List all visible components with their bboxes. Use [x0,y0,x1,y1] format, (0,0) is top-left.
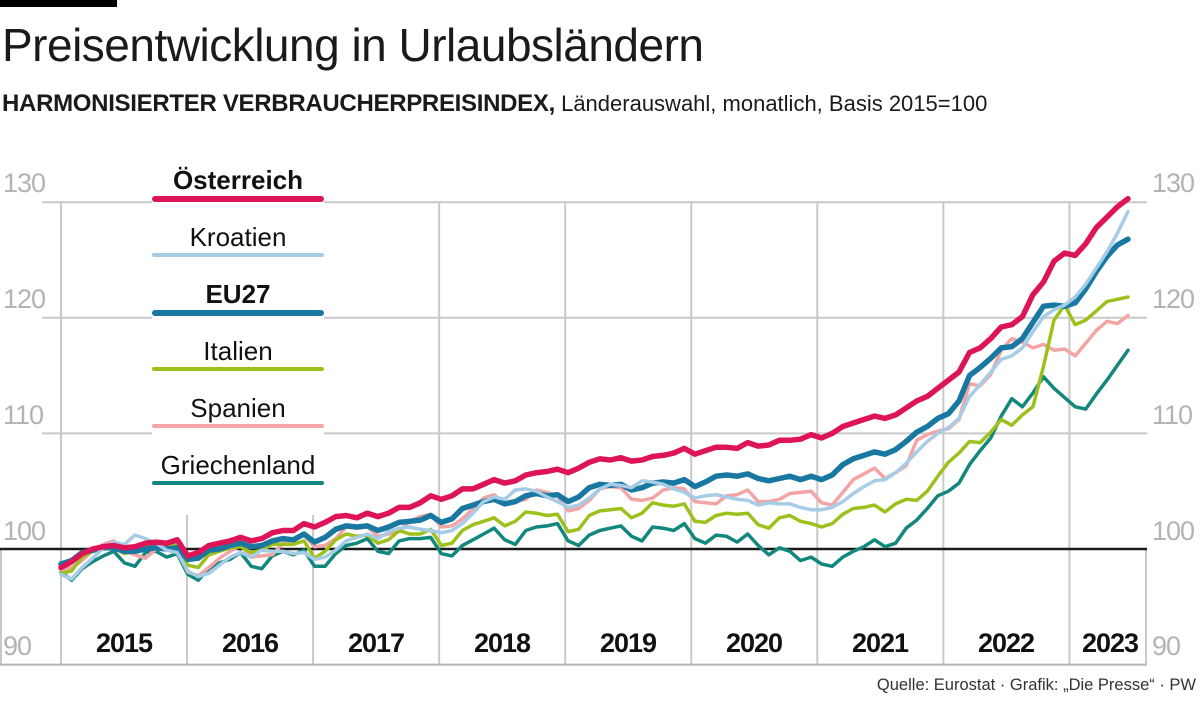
legend-item-spanien: Spanien [152,395,324,452]
legend-swatch-kroatien-line [152,253,324,257]
subtitle-bold: HARMONISIERTER VERBRAUCHERPREISINDEX, [2,90,555,117]
legend-label-eu27: EU27 [205,279,271,309]
x-label-2020: 2020 [725,628,783,658]
legend-swatch-eu27-line [152,310,324,316]
legend-item-eu27: EU27 [152,281,324,338]
page-title: Preisentwicklung in Urlaubsländern [2,19,704,71]
legend-swatch-spanien-line [152,424,324,428]
legend-item-oesterreich: Österreich [152,167,324,224]
legend-item-italien: Italien [152,338,324,395]
legend-swatch-griechenland-line [152,481,324,485]
legend: Österreich Kroatien EU27 Italien Spanien… [152,165,324,515]
x-label-2018: 2018 [473,628,531,658]
y-tick-right-120: 120 [1152,284,1195,314]
y-tick-left-120: 120 [3,284,46,314]
y-tick-right-110: 110 [1152,400,1193,430]
y-tick-right-100: 100 [1152,516,1195,546]
y-tick-right-90: 90 [1152,631,1181,661]
series-line-oesterreich [58,195,1131,571]
y-tick-left-110: 110 [3,400,44,430]
series-line-kroatien [59,209,1130,581]
y-tick-left-90: 90 [3,631,32,661]
y-tick-left-100: 100 [3,516,46,546]
x-label-2017: 2017 [347,628,405,658]
legend-label-spanien: Spanien [190,393,286,423]
x-label-2016: 2016 [221,628,279,658]
subtitle-rest: Länderauswahl, monatlich, Basis 2015=100 [554,91,988,116]
legend-label-oesterreich: Österreich [172,165,304,195]
x-label-2019: 2019 [599,628,657,658]
y-tick-left-130: 130 [3,168,46,198]
x-label-2022: 2022 [977,628,1035,658]
series-line-eu27 [58,236,1131,567]
legend-label-griechenland: Griechenland [160,450,316,480]
x-label-2021: 2021 [851,628,909,658]
legend-item-griechenland: Griechenland [152,452,324,509]
source-credit: Quelle: Eurostat · Grafik: „Die Presse“ … [876,676,1196,694]
x-label-2015: 2015 [95,628,153,658]
corner-crop-bar [0,0,117,7]
x-label-2023: 2023 [1081,628,1139,658]
y-tick-right-130: 130 [1152,168,1195,198]
legend-label-italien: Italien [203,336,273,366]
legend-label-kroatien: Kroatien [189,222,287,252]
legend-swatch-oesterreich-line [152,196,324,202]
legend-item-kroatien: Kroatien [152,224,324,281]
series-line-italien [59,295,1130,576]
chart-subtitle: HARMONISIERTER VERBRAUCHERPREISINDEX, Lä… [2,90,987,118]
legend-swatch-italien-line [152,367,324,371]
